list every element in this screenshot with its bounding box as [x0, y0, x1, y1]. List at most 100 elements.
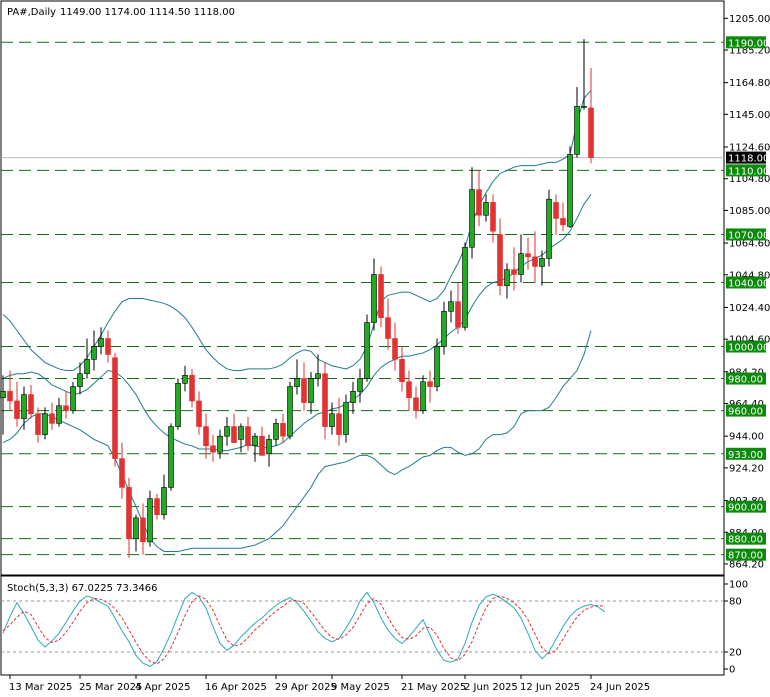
current-price-tag: 1118.00 — [728, 154, 769, 165]
candle-bull — [77, 373, 83, 387]
candle-bear — [154, 498, 160, 515]
level-tag: 1110.00 — [728, 166, 769, 177]
candle-bear — [301, 378, 307, 403]
candle-bear — [455, 301, 461, 328]
candle-bear — [427, 381, 433, 387]
candle-bear — [413, 397, 419, 411]
candle-bull — [308, 378, 314, 403]
level-tag: 1040.00 — [728, 278, 769, 289]
price-tick-label: 1104.80 — [729, 174, 770, 185]
candle-bull — [343, 402, 349, 435]
date-tick-label: 24 Jun 2025 — [590, 682, 650, 693]
stoch-title: Stoch(5,3,3) 67.0225 73.3466 — [7, 583, 158, 594]
candle-bull — [21, 394, 27, 419]
candle-bull — [252, 435, 258, 447]
candle-bull — [371, 274, 377, 323]
candle-bear — [119, 458, 125, 488]
candle-bear — [399, 359, 405, 383]
candle-bull — [504, 269, 510, 286]
candle-bull — [581, 106, 587, 108]
candle-bear — [392, 338, 398, 360]
date-tick-label: 25 Mar 2025 — [79, 682, 142, 693]
price-tick-label: 1124.60 — [729, 143, 770, 154]
candle-bull — [217, 435, 223, 453]
candle-bear — [532, 256, 538, 267]
date-tick-label: 2 Jun 2025 — [464, 682, 518, 693]
candle-bull — [266, 439, 272, 455]
date-tick-label: 13 Mar 2025 — [9, 682, 72, 693]
candle-bull — [224, 426, 230, 437]
candle-bull — [329, 413, 335, 427]
header: PA#,Daily 1149.00 1174.00 1114.50 1118.0… — [7, 7, 235, 18]
stoch-tick-label: 20 — [729, 648, 742, 659]
candle-bull — [364, 322, 370, 379]
date-tick-label: 4 Apr 2025 — [135, 682, 190, 693]
horizontal-levels — [1, 41, 724, 556]
price-tick-label: 944.00 — [729, 432, 764, 443]
candle-bull — [287, 386, 293, 437]
candle-bear — [476, 189, 482, 216]
candle-bull — [168, 426, 174, 488]
candle-bull — [350, 391, 356, 403]
level-tag-bg — [726, 532, 766, 545]
candle-bear — [406, 381, 412, 399]
candle-bear — [588, 107, 594, 158]
candle-bull — [434, 346, 440, 387]
bollinger-bands — [2, 90, 592, 552]
level-tag: 880.00 — [728, 535, 763, 546]
candle-bull — [315, 373, 321, 379]
candle-bull — [567, 154, 573, 227]
candle-bull — [56, 405, 62, 424]
candles — [0, 39, 594, 558]
level-tag-bg — [726, 340, 766, 353]
price-tick-label: 1185.20 — [729, 45, 770, 56]
level-tag: 1000.00 — [728, 343, 769, 354]
header-symbol: PA#,Daily — [7, 7, 56, 18]
level-tag: 900.00 — [728, 503, 763, 514]
candle-bear — [490, 202, 496, 232]
candle-bull — [182, 375, 188, 384]
date-tick-label: 21 May 2025 — [401, 682, 466, 693]
candle-bear — [560, 218, 566, 226]
date-tick-label: 29 Apr 2025 — [275, 682, 337, 693]
bollinger-lower — [2, 330, 592, 552]
level-tag: 980.00 — [728, 375, 763, 386]
price-axis: 1205.00 1185.20 1164.80 1145.00 1124.60 1104.… — [724, 14, 770, 570]
candle-bear — [280, 423, 286, 437]
stoch-axis: 100 80 20 0 — [724, 580, 748, 676]
candle-bull — [133, 517, 139, 539]
candle-bull — [441, 310, 447, 347]
price-tick-label: 1145.00 — [729, 110, 770, 121]
current-price-tag-bg — [726, 151, 766, 164]
candle-bear — [259, 435, 265, 456]
candle-bear — [203, 426, 209, 447]
candle-bull — [574, 106, 580, 155]
level-tag-bg — [726, 500, 766, 513]
candle-bull — [147, 498, 153, 543]
candle-bear — [140, 517, 146, 543]
candle-bull — [546, 198, 552, 259]
price-tick-label: 1024.40 — [729, 303, 770, 314]
candle-bull — [273, 423, 279, 440]
candle-bull — [462, 246, 468, 328]
price-tick-label: 1164.80 — [729, 78, 770, 89]
candle-bear — [497, 234, 503, 286]
candle-bull — [357, 378, 363, 392]
stoch-signal-line — [2, 595, 606, 665]
candle-bull — [175, 383, 181, 427]
price-tick-label: 924.20 — [729, 463, 764, 474]
candle-bear — [385, 317, 391, 339]
stoch-tick-label: 80 — [729, 597, 742, 608]
candle-bear — [231, 426, 237, 443]
price-tick-label: 1205.00 — [729, 14, 770, 25]
stoch-panel-frame — [0, 575, 725, 676]
stoch-main-line — [2, 591, 606, 668]
level-tag-bg — [726, 164, 766, 177]
candle-bear — [63, 405, 69, 411]
candle-bear — [245, 426, 251, 447]
candle-bear — [378, 274, 384, 319]
price-tick-label: 864.20 — [729, 559, 764, 570]
candle-bear — [189, 375, 195, 402]
date-tick-label: 9 May 2025 — [331, 682, 390, 693]
